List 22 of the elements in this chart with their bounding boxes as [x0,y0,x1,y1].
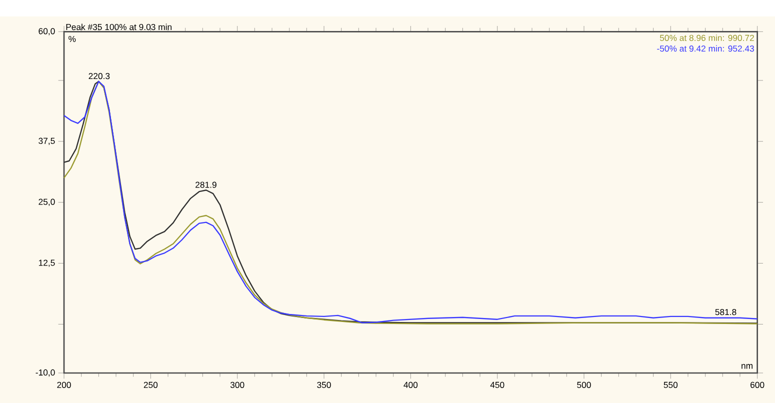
x-axis-title: nm [742,364,752,369]
y-tick-label: -10,0 [36,369,55,377]
annotation: 220.3 [88,73,110,80]
y-tick-label: 37,5 [38,138,55,145]
annotation: 281.9 [196,182,216,188]
annotation: 581.8 [715,309,736,316]
x-tick-label: 400 [404,382,418,388]
x-tick-label: 450 [490,382,504,388]
x-tick-label: 300 [230,382,244,388]
x-tick-label: 500 [577,382,591,388]
x-tick-label: 250 [144,382,158,388]
text: -50% at 9.42 min: 952.43 [657,45,754,52]
x-tick-label: 550 [664,382,678,388]
chart-title: Peak #35 100% at 9.03 min [66,24,172,30]
x-tick-label: 600 [750,382,764,388]
text: 50% at 8.96 min: 990.72 [660,34,754,41]
x-tick-label: 200 [57,382,71,388]
y-tick-label: 60,0 [38,28,55,36]
x-tick-label: 350 [317,382,331,388]
y-axis-title: % [68,36,76,42]
y-tick-label: 25,0 [38,198,55,206]
y-tick-label: 12,5 [38,260,55,267]
